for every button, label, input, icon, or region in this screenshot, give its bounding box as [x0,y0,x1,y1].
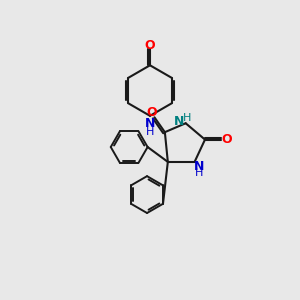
Text: H: H [146,127,154,137]
Text: H: H [195,168,203,178]
Text: O: O [145,39,155,52]
Text: O: O [221,133,232,146]
Text: H: H [183,113,191,123]
Text: N: N [194,160,204,173]
Text: O: O [147,106,158,119]
Text: N: N [145,117,155,130]
Text: N: N [174,115,184,128]
